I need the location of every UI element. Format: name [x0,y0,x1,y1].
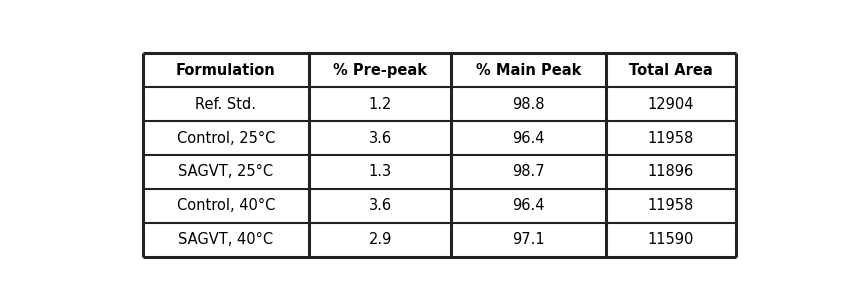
Text: 98.7: 98.7 [512,165,545,180]
Text: 98.8: 98.8 [512,97,545,112]
Text: Total Area: Total Area [629,63,713,78]
Text: 11590: 11590 [648,232,694,247]
Text: 3.6: 3.6 [368,198,391,213]
Text: 12904: 12904 [648,97,694,112]
Text: % Pre-peak: % Pre-peak [333,63,427,78]
Text: Control, 25°C: Control, 25°C [176,130,275,146]
Text: SAGVT, 40°C: SAGVT, 40°C [178,232,273,247]
Text: 3.6: 3.6 [368,130,391,146]
Text: 96.4: 96.4 [512,130,545,146]
Text: Formulation: Formulation [176,63,276,78]
Text: 1.2: 1.2 [368,97,391,112]
Text: 11896: 11896 [648,165,694,180]
Text: 2.9: 2.9 [368,232,391,247]
Text: 97.1: 97.1 [512,232,545,247]
Text: SAGVT, 25°C: SAGVT, 25°C [178,165,273,180]
Text: 1.3: 1.3 [368,165,391,180]
Text: % Main Peak: % Main Peak [476,63,581,78]
Text: 96.4: 96.4 [512,198,545,213]
Text: 11958: 11958 [648,198,694,213]
Text: 11958: 11958 [648,130,694,146]
Text: Ref. Std.: Ref. Std. [195,97,256,112]
Text: Control, 40°C: Control, 40°C [176,198,275,213]
